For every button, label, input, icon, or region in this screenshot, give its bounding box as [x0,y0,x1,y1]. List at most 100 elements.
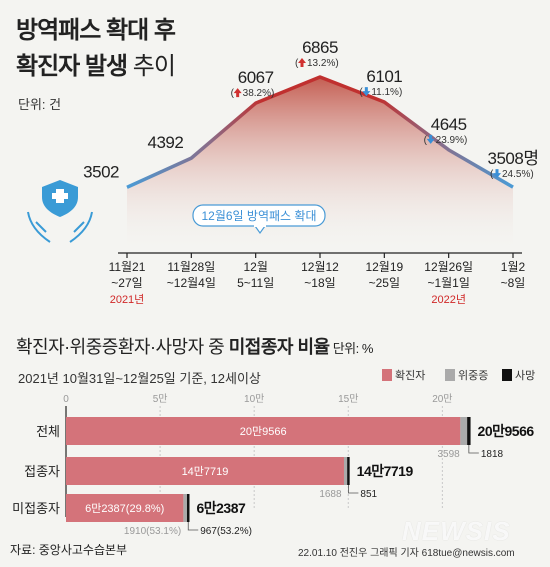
time-axis: 11월21 ~27일 2021년 11월28일 ~12월4일 12월 5~11일 12월12 ~… [109,252,526,306]
section2-unit: 단위: % [329,341,374,356]
x-tick-label: ~8일 [501,276,526,290]
year-label: 2021년 [110,293,145,306]
death-leader-line [468,445,479,454]
value-labels: 350243926067(38.2%)6865(13.2%)6101(11.1%… [83,38,539,181]
death-leader-line [348,485,359,494]
arrow-down-icon [493,169,501,179]
change-value: 38.2%) [243,88,275,99]
section2-title: 확진자·위중증환자·사망자 중 미접종자 비율 단위: % [16,333,373,359]
x-tick-label: 20만 [432,393,452,405]
value-label: 4645 [431,115,467,134]
x-tick-label: 11월21 [109,260,146,274]
change-value: 11.1%) [371,87,402,98]
bars: 전체 20만9566 20만9566 3598 1818 접종자 14만7719 14만771… [12,417,535,537]
death-label: 967(53.2%) [200,526,252,537]
change-label: (24.5%) [490,169,534,180]
cases-area [126,75,514,253]
legend-item-severe: 위중증 [445,367,488,383]
arrow-up-icon [233,88,242,98]
change-value: 13.2%) [307,58,339,69]
change-paren: ( [231,88,235,99]
bar-deaths [467,417,471,445]
x-tick-label: ~18일 [304,276,335,290]
severe-label: 1910(53.1%) [124,526,181,537]
x-tick-label: 0 [63,394,69,405]
chart1-unit: 단위: 건 [18,97,62,112]
change-paren: ( [295,58,299,69]
x-tick-label: 12월26일 [424,260,473,274]
bar-severe [343,457,348,485]
change-value: 24.5%) [502,169,534,180]
change-value: 23.9%) [436,135,468,146]
x-tick-label: 12월19 [365,260,403,274]
bar-deaths [347,457,350,485]
x-tick-label: ~12월4일 [167,276,216,290]
page-subtitle: 확진자 발생 추이 [16,46,176,81]
year-label: 2022년 [431,293,466,306]
x-tick-label: ~27일 [111,276,142,290]
bar-cases [66,494,184,522]
x-tick-label: 15만 [338,393,358,405]
bar-row: 미접종자 6만2387(29.8%) 6만2387 1910(53.1%) 967(53… [12,494,252,537]
x-tick-label: 11월28일 [167,260,215,274]
x-tick-label: 12월 [243,260,267,274]
bar-severe [183,494,187,522]
shield-hands-icon [27,180,93,243]
x-tick-label: 10만 [244,393,264,405]
legend-label: 위중증 [458,370,489,382]
death-label: 851 [360,489,377,500]
legend-label: 사망 [515,370,536,382]
section2-title-bold: 미접종자 비율 [228,337,330,357]
subtitle-light: 추이 [127,53,176,80]
weekly-cases-chart: 11월21 ~27일 2021년 11월28일 ~12월4일 12월 5~11일 12월12 ~… [27,38,539,306]
change-label: (11.1%) [359,87,402,98]
x-tick-label: 12월12 [301,260,339,274]
category-label: 미접종자 [12,501,60,516]
change-paren: ( [490,169,494,180]
bar-cases [66,457,344,485]
arrow-up-icon [298,58,306,67]
severe-label: 1688 [319,489,342,500]
bar-inner-label: 20만9566 [240,425,287,438]
change-paren: ( [424,135,428,146]
section2-subtitle: 2021년 10월31일~12월25일 기준, 12세이상 [18,371,261,386]
death-leader-line [187,522,199,531]
x-tick-label: 5~11일 [237,276,274,290]
value-label: 6101 [366,67,402,86]
legend-label: 확진자 [395,370,426,382]
arrow-down-icon [426,134,435,144]
section2-title-light: 확진자·위중증환자·사망자 중 [16,337,229,357]
value-label: 3508명 [488,149,539,168]
unvaccinated-ratio-chart: 0 5만 10만 15만 20만 전체 20만9566 20만9566 3598 1818 접종자… [12,393,535,537]
bar-row: 접종자 14만7719 14만7719 1688 851 [24,457,414,500]
change-label: (38.2%) [231,88,275,99]
legend-item-cases: 확진자 [382,367,425,383]
severe-label: 3598 [438,449,461,460]
legend-item-deaths: 사망 [502,367,535,383]
bar-inner-label: 14만7719 [182,465,229,478]
page-title: 방역패스 확대 후 [16,17,176,44]
area-fill [127,77,513,253]
change-label: (13.2%) [295,58,339,69]
subtitle-bold: 확진자 발생 [16,53,128,80]
series-line [126,75,514,189]
death-label: 1818 [481,449,504,460]
value-label: 6067 [238,68,274,87]
category-label: 전체 [36,424,60,439]
value-label: 4392 [148,133,184,152]
bar-deaths [186,494,190,522]
bar-total-label: 20만9566 [478,423,535,439]
bar-total-label: 14만7719 [357,463,414,479]
value-label: 6865 [302,38,338,57]
annotation-callout: 12월6일 방역패스 확대 [192,204,326,235]
watermark: NEWSIS [402,516,511,546]
source-note: 자료: 중앙사고수습본부 [10,543,128,557]
x-tick-label: ~1월1일 [427,276,469,290]
annotation-text: 12월6일 방역패스 확대 [201,209,316,223]
value-label: 3502 [83,162,119,181]
bar-cases [66,417,461,445]
bar-severe [460,417,468,445]
category-label: 접종자 [24,464,60,479]
bar-row: 전체 20만9566 20만9566 3598 1818 [36,417,535,460]
